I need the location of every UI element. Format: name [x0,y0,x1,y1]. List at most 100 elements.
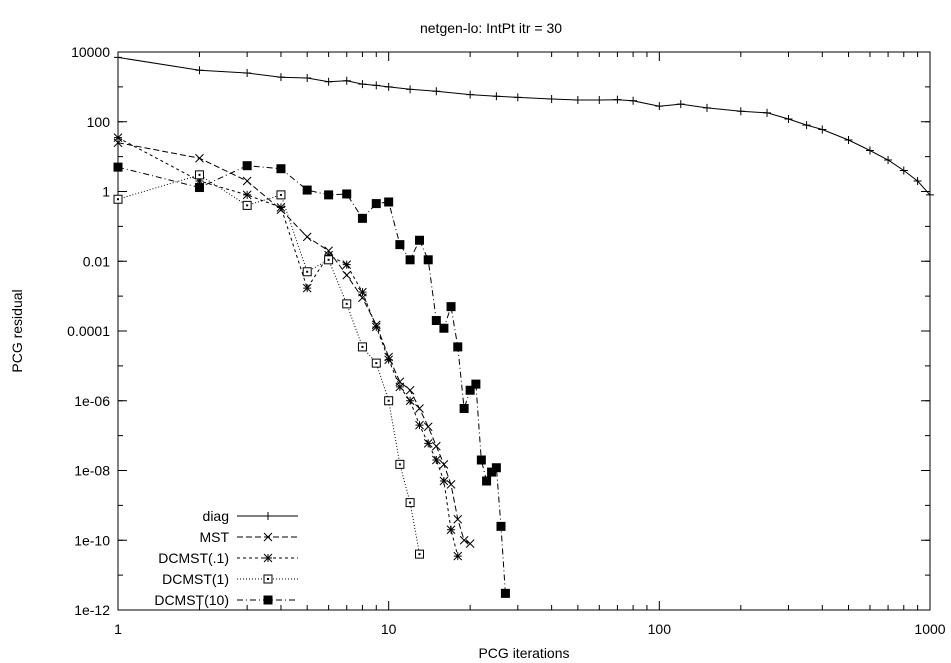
data-point-dcmst-10 [357,213,367,223]
data-point-dcmst-1-dot [418,553,421,556]
series-line-mst [117,142,471,545]
data-point-dcmst-10 [439,323,449,333]
data-point-diag [513,93,522,102]
data-point-dcmst-1 [324,250,333,260]
data-point-mst [446,480,456,489]
data-point-diag [303,73,312,82]
data-point-dcmst-10 [482,476,492,486]
data-point-dcmst-1 [276,203,286,212]
data-point-dcmst-1 [384,355,394,365]
y-tick-label: 0.0001 [67,323,110,339]
data-point-diag [372,81,381,90]
data-point-diag [595,96,604,105]
x-tick-label: 1 [114,621,122,637]
data-point-dcmst-10 [242,161,252,171]
series-dcmst-10 [113,161,510,598]
data-point-diag [865,146,874,155]
data-point-dcmst-10 [453,342,463,352]
data-point-mst [242,176,252,186]
data-point-dcmst-10 [496,521,506,531]
data-point-dcmst-10 [395,240,405,250]
data-point-diag [342,76,351,85]
data-point-diag [547,94,556,103]
data-point-dcmst-1-dot [409,501,412,504]
data-point-mst [459,535,469,545]
data-point-diag [926,190,934,199]
data-point-dcmst-1 [302,283,312,293]
data-point-dcmst-10 [302,185,312,195]
data-point-dcmst-1 [446,525,456,535]
y-tick-label: 1e-06 [74,393,110,409]
y-tick-label: 100 [87,114,111,130]
data-point-mst [342,270,352,280]
data-point-dcmst-1 [431,455,441,465]
data-point-diag [763,108,772,117]
legend: diag MST DCMST(.1) DCMST(1) DCMST(10) [154,508,298,608]
data-point-mst [405,385,415,395]
y-axis: 1e-12 1e-10 1e-08 1e-06 0.0001 0.01 1 100 10000 [67,44,930,618]
data-point-dcmst-1 [242,190,252,200]
y-tick-label: 10000 [71,44,110,60]
x-tick-label: 10 [381,621,397,637]
data-point-dcmst-1-dot [345,302,348,305]
data-point-dcmst-10 [459,403,469,413]
data-point-dcmst-10 [465,385,475,395]
data-point-mst [431,441,441,451]
data-point-diag [884,156,893,165]
data-point-diag [899,166,908,175]
data-point-diag [492,92,501,101]
data-point-diag [276,73,285,82]
data-point-diag [784,114,793,123]
data-point-diag [358,80,367,89]
series-diag [114,53,934,199]
data-point-dcmst-1-dot [117,198,119,201]
legend-marker-mst [263,532,273,542]
data-point-dcmst-10 [113,162,123,172]
data-point-dcmst-1-dot [198,173,201,176]
data-point-dcmst-10 [384,197,394,207]
data-point-diag [844,135,853,144]
data-point-diag [655,102,664,111]
data-point-dcmst-1 [423,439,433,448]
y-tick-label: 1e-08 [74,463,110,479]
data-point-dcmst-1-dot [306,270,309,273]
series-dcmst-1 [113,133,463,561]
x-axis: 1 10 100 1000 [114,52,946,637]
data-point-diag [629,96,638,105]
data-point-dcmst-10 [415,235,425,245]
data-point-dcmst-1 [342,260,352,269]
data-point-dcmst-1 [195,176,204,186]
data-point-dcmst-10 [476,455,486,465]
data-point-diag [702,103,711,112]
data-point-mst [415,404,424,413]
data-point-dcmst-1-dot [387,399,390,402]
y-tick-label: 1 [102,184,110,200]
data-point-dcmst-1-dot [327,258,330,261]
data-point-dcmst-1 [113,133,123,143]
legend-label-dcmst-10: DCMST(10) [154,592,229,608]
data-point-diag [324,77,333,86]
data-point-diag [195,66,204,75]
x-tick-label: 100 [648,621,672,637]
y-tick-label: 1e-10 [74,532,110,548]
data-point-diag [676,100,685,109]
data-point-mst [302,232,312,242]
data-point-diag [384,82,393,91]
data-point-diag [802,121,811,130]
legend-marker-dcmst-1 [263,553,273,563]
data-point-dcmst-10 [405,255,415,265]
data-point-dcmst-10 [342,189,352,199]
legend-marker-dcmst-10 [263,595,273,605]
y-tick-label: 0.01 [83,253,110,269]
data-point-dcmst-10 [471,379,481,389]
data-point-diag [466,90,475,99]
data-point-diag [913,177,922,186]
data-point-dcmst-1 [415,420,424,430]
data-point-dcmst-10 [446,302,456,312]
data-point-dcmst-10 [431,316,441,326]
legend-label-dcmst-1: DCMST(1) [162,571,229,587]
data-point-dcmst-1 [405,396,415,406]
data-point-mst [195,153,204,163]
data-point-dcmst-10 [491,463,501,473]
